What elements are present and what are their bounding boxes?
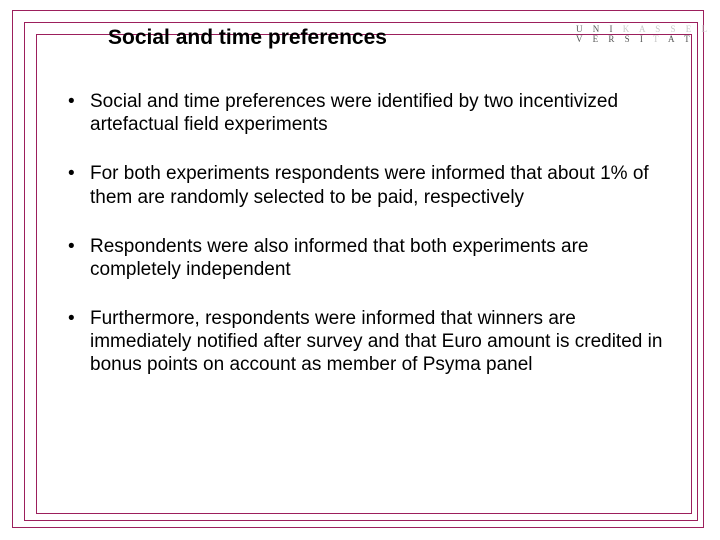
university-logo: U N I K A S S E L V E R S I T A T: [576, 24, 711, 45]
bullet-item: •Respondents were also informed that bot…: [66, 235, 674, 281]
bullet-dot-icon: •: [66, 235, 90, 258]
bullet-text: Furthermore, respondents were informed t…: [90, 307, 674, 377]
logo-line-2: V E R S I T A T: [576, 34, 711, 44]
bullet-item: •For both experiments respondents were i…: [66, 162, 674, 208]
bullet-dot-icon: •: [66, 307, 90, 330]
bullet-text: Respondents were also informed that both…: [90, 235, 674, 281]
logo-text-dim: K A S S E L: [623, 24, 711, 34]
slide-title: Social and time preferences: [108, 26, 387, 50]
logo-text: V E R S I: [576, 34, 653, 44]
logo-text-dim: T: [653, 34, 668, 44]
content-area: •Social and time preferences were identi…: [66, 90, 674, 377]
logo-text: U N I: [576, 24, 623, 34]
logo-text: A T: [668, 34, 694, 44]
bullet-item: •Furthermore, respondents were informed …: [66, 307, 674, 377]
bullet-text: For both experiments respondents were in…: [90, 162, 674, 208]
bullet-dot-icon: •: [66, 90, 90, 113]
bullet-item: •Social and time preferences were identi…: [66, 90, 674, 136]
bullet-dot-icon: •: [66, 162, 90, 185]
bullet-text: Social and time preferences were identif…: [90, 90, 674, 136]
logo-line-1: U N I K A S S E L: [576, 24, 711, 34]
